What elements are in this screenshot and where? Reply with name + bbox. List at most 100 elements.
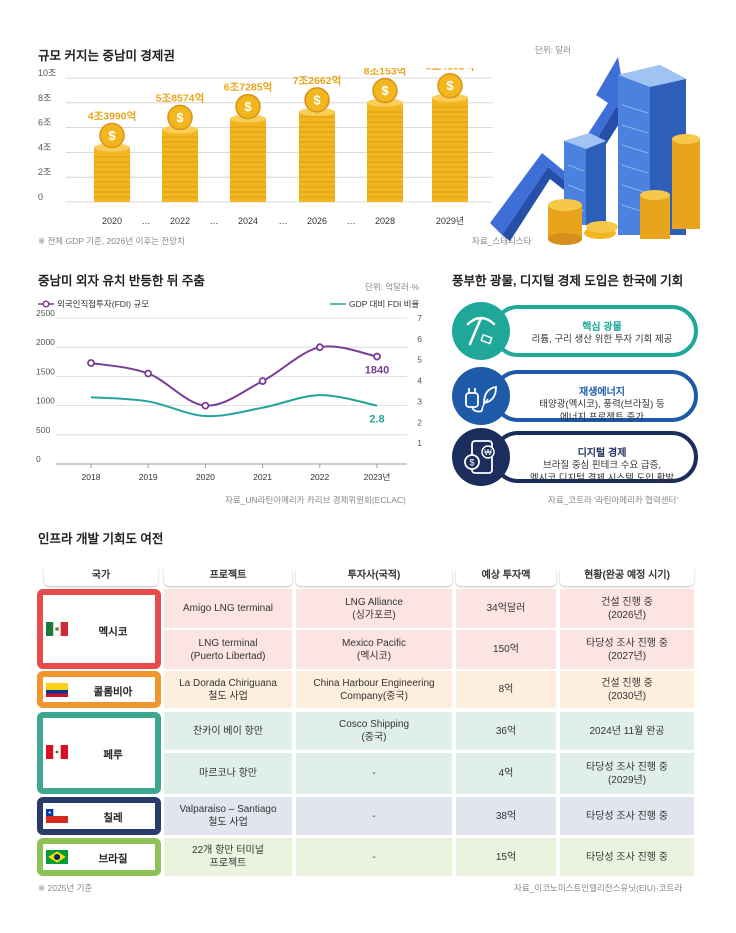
coin-stack-icon bbox=[548, 134, 700, 245]
country-name: 브라질 bbox=[98, 853, 128, 865]
cell-line: 철도 사업 bbox=[208, 817, 248, 828]
table-cell-investor: Mexico Pacific (멕시코) bbox=[296, 630, 452, 669]
left-axis-tick: 500 bbox=[36, 425, 50, 435]
x-tick-label: … bbox=[347, 216, 356, 226]
fdi-chart-svg: 2500 2000 1500 1000 500 0 7 6 5 4 3 2 1 2018 2019 2020 2… bbox=[36, 308, 422, 482]
cell-line: 150억 bbox=[493, 644, 519, 655]
value-label: 4조3990억 bbox=[88, 110, 137, 122]
coin-bar-body bbox=[94, 147, 130, 202]
right-axis-tick: 4 bbox=[417, 376, 422, 386]
dollar-sign: $ bbox=[446, 78, 454, 93]
chile-flag-icon bbox=[46, 809, 68, 823]
resource-desc: 리튬, 구리 생산 위한 투자 기회 제공 bbox=[531, 334, 673, 345]
cell-line: (2026년) bbox=[607, 609, 647, 621]
right-axis-tick: 1 bbox=[417, 438, 422, 448]
cell-line: Company(중국) bbox=[340, 690, 408, 702]
left-axis-tick: 1000 bbox=[36, 396, 55, 406]
data-point-fdi bbox=[87, 359, 95, 367]
coin-bar: $5조8574억 bbox=[156, 92, 205, 202]
cell-line: (중국) bbox=[361, 732, 387, 743]
x-tick-label: 2028 bbox=[375, 216, 395, 226]
cell-line: 건설 진행 중 bbox=[601, 677, 653, 689]
table-cell-project: 마르코나 항만 bbox=[164, 753, 292, 794]
data-point-fdi bbox=[315, 343, 324, 352]
gdp-chart-source: 자료_스태티스타 bbox=[472, 236, 532, 246]
fdi-chart-source: 자료_UN라틴아메리카 카리브 경제위원회(ECLAC) bbox=[225, 495, 406, 505]
cell-line: (Puerto Libertad) bbox=[190, 650, 266, 662]
country-mexico: 멕시코 bbox=[37, 589, 161, 669]
right-axis-tick: 3 bbox=[417, 396, 422, 406]
table-cell-status: 타당성 조사 진행 중 bbox=[560, 797, 694, 835]
cell-line: 2024년 11월 완공 bbox=[589, 725, 665, 737]
left-axis-tick: 1500 bbox=[36, 366, 55, 376]
dollar-coin-icon bbox=[437, 72, 463, 99]
resource-desc: 태양광(멕시코), 풍력(브라질) 등 bbox=[539, 399, 665, 410]
value-label: 6조7285억 bbox=[224, 82, 273, 94]
data-point-fdi bbox=[258, 377, 267, 385]
series-line-gdp-ratio bbox=[90, 394, 378, 418]
table-cell-status: 2024년 11월 완공 bbox=[560, 712, 694, 750]
dollar-coin-icon bbox=[304, 87, 330, 113]
cell-line: - bbox=[372, 810, 376, 822]
legend-fdi-marker bbox=[38, 300, 54, 308]
header-amount: 예상 투자액 bbox=[456, 566, 556, 586]
dollar-sign: $ bbox=[176, 110, 184, 125]
resource-title: 디지털 경제 bbox=[577, 448, 627, 459]
x-tick-label: … bbox=[142, 216, 151, 226]
header-country: 국가 bbox=[44, 566, 158, 586]
y-tick-label: 8조 bbox=[38, 93, 51, 103]
y-tick-label: 4조 bbox=[38, 142, 51, 152]
resource-desc: 멕시코 디지털 결제 시스템 도입 활발 bbox=[529, 473, 675, 484]
coin-bar: $8조4102억 bbox=[426, 61, 475, 202]
right-axis-tick: 6 bbox=[417, 334, 422, 344]
coin-bar: $8조153억 bbox=[364, 66, 406, 202]
right-axis-tick: 5 bbox=[417, 355, 422, 365]
x-tick-label: 2020 bbox=[102, 216, 122, 226]
y-tick-label: 6조 bbox=[38, 118, 51, 128]
dollar-sign: $ bbox=[244, 99, 252, 114]
table-cell-status: 타당성 조사 진행 중 (2027년) bbox=[560, 630, 694, 669]
mobile-payment-icon: $ ₩ bbox=[464, 440, 495, 474]
value-label: 8조4102억 bbox=[426, 68, 475, 73]
x-tick-label: 2022 bbox=[310, 472, 329, 482]
y-tick-label: 2조 bbox=[38, 167, 51, 177]
x-tick-label: 2024 bbox=[238, 216, 258, 226]
cell-line: (멕시코) bbox=[356, 650, 392, 662]
resource-critical-minerals: 핵심 광물 리튬, 구리 생산 위한 투자 기회 제공 bbox=[452, 302, 698, 360]
table-cell-amount: 150억 bbox=[456, 630, 556, 669]
table-cell-status: 타당성 조사 진행 중 bbox=[560, 838, 694, 876]
data-point-fdi bbox=[144, 369, 153, 378]
y-tick-label: 0 bbox=[38, 192, 43, 202]
cell-line: 34억달러 bbox=[486, 603, 526, 614]
cell-line: 타당성 조사 진행 중 bbox=[586, 761, 668, 773]
x-tick-label: 2019 bbox=[139, 472, 158, 482]
skyscraper-icon bbox=[564, 65, 686, 235]
dollar-coin-icon bbox=[167, 104, 193, 131]
pickaxe-icon bbox=[466, 316, 496, 346]
cell-line: Amigo LNG terminal bbox=[182, 603, 274, 614]
cell-line: 22개 항만 터미널 bbox=[192, 845, 264, 856]
table-cell-amount: 15억 bbox=[456, 838, 556, 876]
country-peru: 페루 bbox=[37, 712, 161, 794]
header-investor: 투자사(국적) bbox=[296, 566, 452, 586]
fdi-chart-unit: 단위: 억달러·% bbox=[365, 282, 420, 292]
table-cell-status: 건설 진행 중 (2026년) bbox=[560, 589, 694, 628]
resource-desc: 브라질 중심 핀테크 수요 급증, bbox=[542, 460, 662, 471]
table-cell-amount: 36억 bbox=[456, 712, 556, 750]
dollar-coin-icon bbox=[99, 122, 125, 149]
country-colombia: 콜롬비아 bbox=[37, 671, 161, 708]
cell-line: 8억 bbox=[498, 684, 514, 695]
header-status: 현황(완공 예정 시기) bbox=[560, 566, 694, 586]
country-chile: 칠레 bbox=[37, 797, 161, 835]
cell-line: Cosco Shipping bbox=[338, 719, 410, 730]
x-tick-label: 2022 bbox=[170, 216, 190, 226]
legend-ratio-label: GDP 대비 FDI 비율 bbox=[349, 299, 420, 309]
fdi-chart-title: 중남미 외자 유치 반등한 뒤 주춤 bbox=[38, 274, 205, 288]
legend-fdi: 외국인직접투자(FDI) 규모 bbox=[38, 298, 149, 310]
brazil-flag-icon bbox=[46, 850, 68, 864]
resource-title: 핵심 광물 bbox=[582, 322, 622, 333]
resource-title: 재생에너지 bbox=[579, 387, 625, 398]
table-cell-project: 22개 항만 터미널 프로젝트 bbox=[164, 838, 292, 876]
right-axis-tick: 2 bbox=[417, 417, 422, 427]
value-label: 5조8574억 bbox=[156, 92, 205, 104]
